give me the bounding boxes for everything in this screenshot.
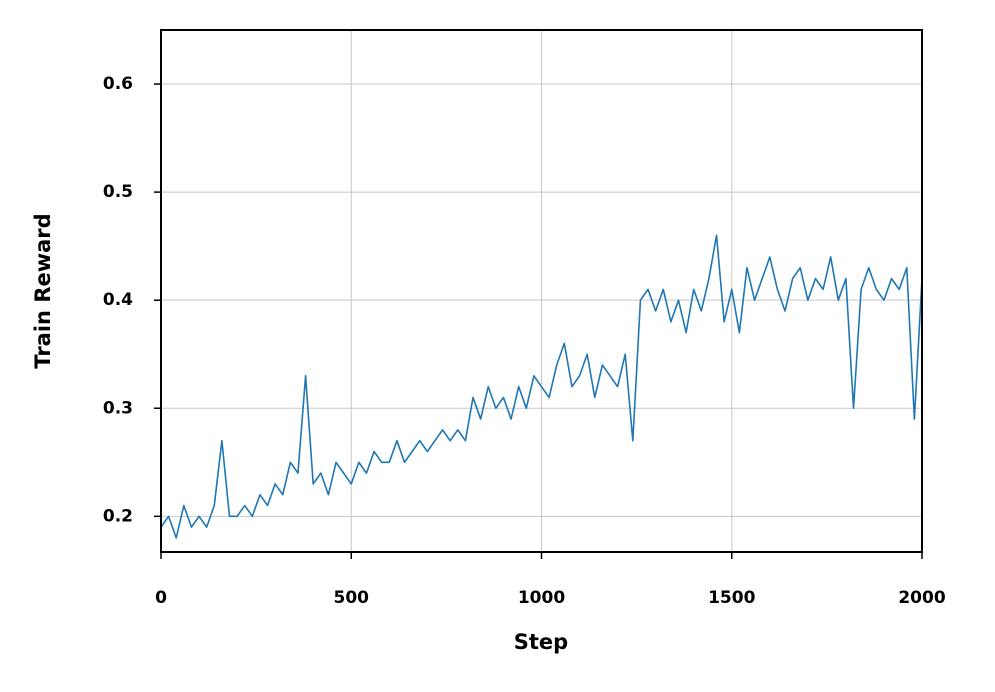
x-tick-label: 500 xyxy=(334,588,370,608)
y-tick-label: 0.4 xyxy=(103,290,133,310)
line-series xyxy=(160,234,923,539)
x-tick-label: 0 xyxy=(155,588,167,608)
y-tick-label: 0.6 xyxy=(103,74,133,94)
x-tick-label: 1500 xyxy=(708,588,755,608)
x-axis-label: Step xyxy=(514,630,568,654)
x-tick-label: 1000 xyxy=(518,588,565,608)
y-axis-label: Train Reward xyxy=(31,213,55,368)
y-tick-label: 0.2 xyxy=(103,506,133,526)
y-tick-label: 0.5 xyxy=(103,182,133,202)
y-tick-label: 0.3 xyxy=(103,398,133,418)
plot-frame xyxy=(160,29,923,553)
x-tick-label: 2000 xyxy=(898,588,945,608)
